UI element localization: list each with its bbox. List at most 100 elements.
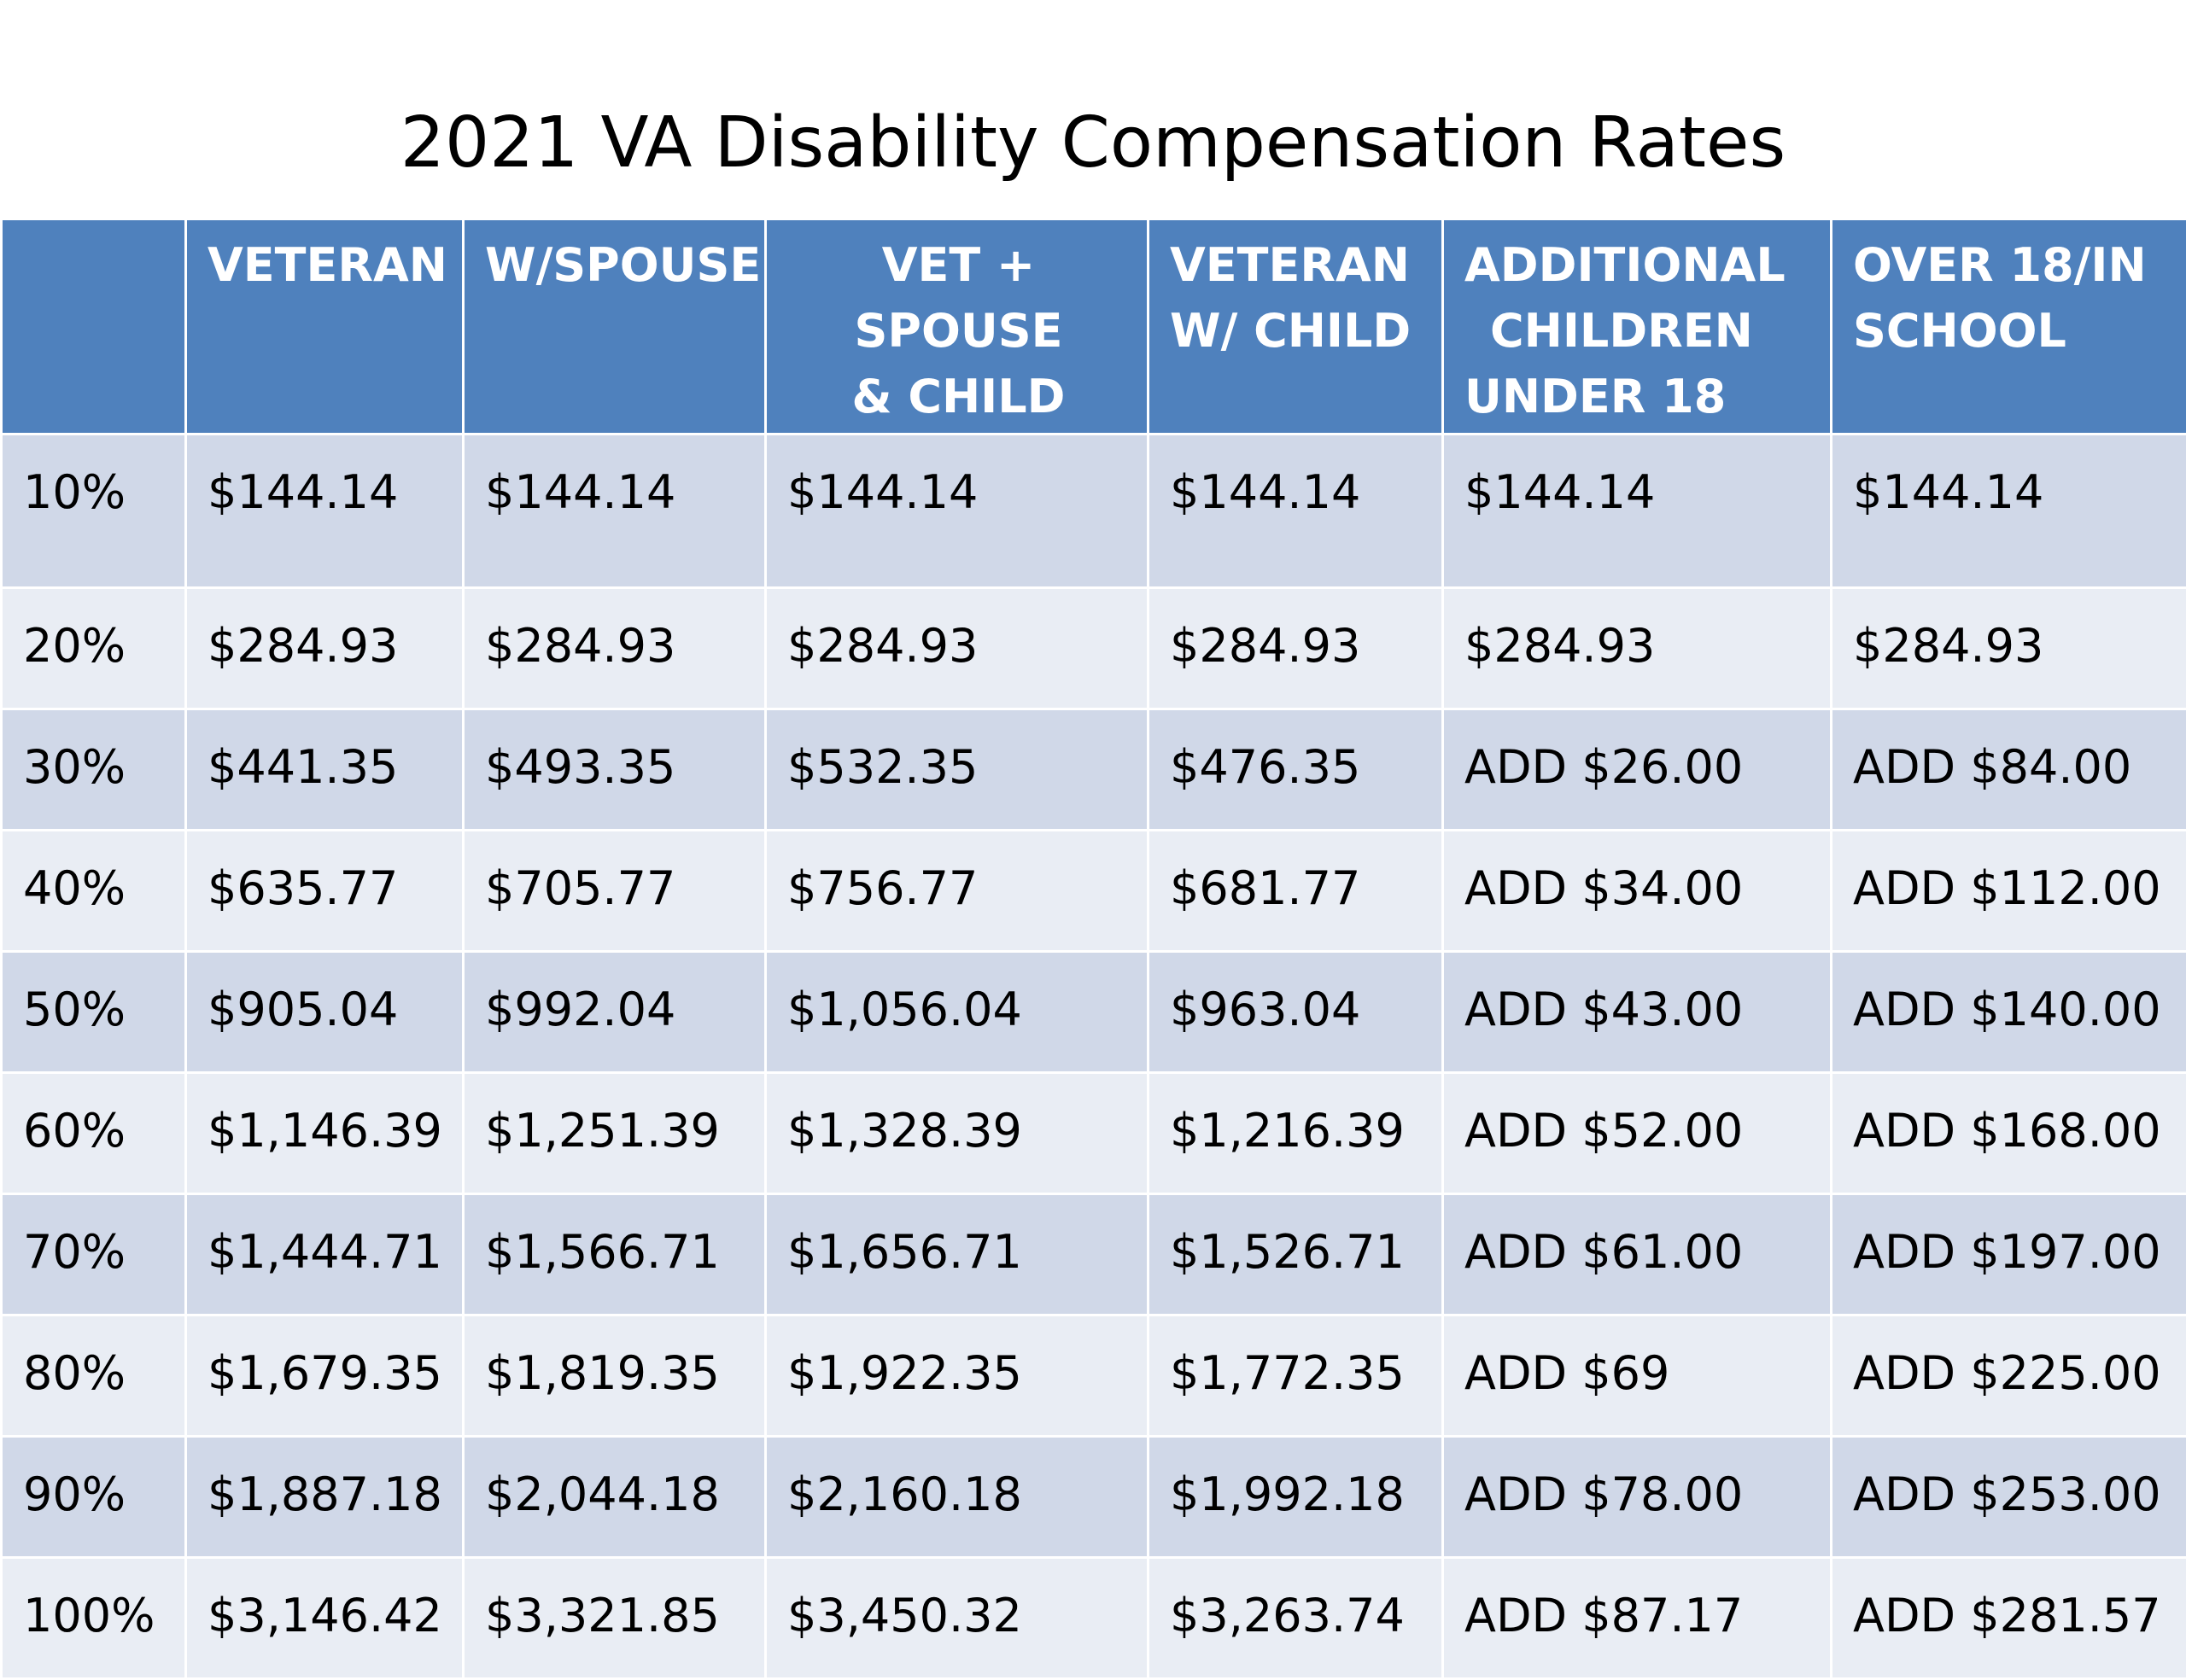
- over-18-in-school-cell: ADD $253.00: [1832, 1437, 2186, 1558]
- veteran-cell: $1,679.35: [186, 1315, 464, 1437]
- additional-children-cell: $284.93: [1443, 588, 1832, 709]
- rating-cell: 40%: [2, 831, 186, 952]
- veteran-cell: $284.93: [186, 588, 464, 709]
- vet-spouse-child-cell: $284.93: [766, 588, 1149, 709]
- header-over-18-in-school: OVER 18/IN SCHOOL: [1832, 219, 2186, 435]
- additional-children-cell: ADD $87.17: [1443, 1558, 1832, 1679]
- header-veteran-with-child: VETERAN W/ CHILD: [1149, 219, 1443, 435]
- header-label-line: W/ CHILD: [1170, 298, 1441, 364]
- veteran-with-child-cell: $1,526.71: [1149, 1194, 1443, 1315]
- rating-cell: 80%: [2, 1315, 186, 1437]
- veteran-with-child-cell: $963.04: [1149, 952, 1443, 1073]
- vet-spouse-child-cell: $532.35: [766, 709, 1149, 831]
- veteran-cell: $1,887.18: [186, 1437, 464, 1558]
- rating-cell: 90%: [2, 1437, 186, 1558]
- additional-children-cell: ADD $34.00: [1443, 831, 1832, 952]
- rating-cell: 50%: [2, 952, 186, 1073]
- additional-children-cell: ADD $69: [1443, 1315, 1832, 1437]
- with-spouse-cell: $493.35: [464, 709, 766, 831]
- with-spouse-cell: $3,321.85: [464, 1558, 766, 1679]
- table-row: 20%$284.93$284.93$284.93$284.93$284.93$2…: [2, 588, 2186, 709]
- table-row: 10%$144.14$144.14$144.14$144.14$144.14$1…: [2, 435, 2186, 588]
- vet-spouse-child-cell: $1,922.35: [766, 1315, 1149, 1437]
- over-18-in-school-cell: ADD $281.57: [1832, 1558, 2186, 1679]
- vet-spouse-child-cell: $1,656.71: [766, 1194, 1149, 1315]
- header-label-line: CHILDREN: [1464, 298, 1830, 364]
- over-18-in-school-cell: ADD $112.00: [1832, 831, 2186, 952]
- veteran-with-child-cell: $1,772.35: [1149, 1315, 1443, 1437]
- with-spouse-cell: $705.77: [464, 831, 766, 952]
- rating-cell: 10%: [2, 435, 186, 588]
- veteran-cell: $1,444.71: [186, 1194, 464, 1315]
- rating-cell: 20%: [2, 588, 186, 709]
- vet-spouse-child-cell: $1,056.04: [766, 952, 1149, 1073]
- veteran-cell: $1,146.39: [186, 1073, 464, 1194]
- additional-children-cell: ADD $61.00: [1443, 1194, 1832, 1315]
- header-veteran: VETERAN: [186, 219, 464, 435]
- vet-spouse-child-cell: $756.77: [766, 831, 1149, 952]
- with-spouse-cell: $284.93: [464, 588, 766, 709]
- veteran-cell: $144.14: [186, 435, 464, 588]
- vet-spouse-child-cell: $144.14: [766, 435, 1149, 588]
- over-18-in-school-cell: $144.14: [1832, 435, 2186, 588]
- veteran-cell: $905.04: [186, 952, 464, 1073]
- with-spouse-cell: $1,819.35: [464, 1315, 766, 1437]
- header-label-line: ADDITIONAL: [1464, 232, 1830, 298]
- with-spouse-cell: $2,044.18: [464, 1437, 766, 1558]
- vet-spouse-child-cell: $3,450.32: [766, 1558, 1149, 1679]
- with-spouse-cell: $1,566.71: [464, 1194, 766, 1315]
- rating-cell: 30%: [2, 709, 186, 831]
- header-label-line: SCHOOL: [1853, 298, 2186, 364]
- veteran-with-child-cell: $476.35: [1149, 709, 1443, 831]
- vet-spouse-child-cell: $1,328.39: [766, 1073, 1149, 1194]
- header-label-line: VET + SPOUSE: [787, 232, 1147, 364]
- veteran-with-child-cell: $284.93: [1149, 588, 1443, 709]
- additional-children-cell: $144.14: [1443, 435, 1832, 588]
- additional-children-cell: ADD $52.00: [1443, 1073, 1832, 1194]
- header-label-line: VETERAN: [1170, 232, 1441, 298]
- over-18-in-school-cell: $284.93: [1832, 588, 2186, 709]
- table-header: VETERAN W/SPOUSE VET + SPOUSE & CHILD VE…: [2, 219, 2186, 435]
- veteran-cell: $441.35: [186, 709, 464, 831]
- table-row: 100%$3,146.42$3,321.85$3,450.32$3,263.74…: [2, 1558, 2186, 1679]
- over-18-in-school-cell: ADD $168.00: [1832, 1073, 2186, 1194]
- veteran-with-child-cell: $144.14: [1149, 435, 1443, 588]
- additional-children-cell: ADD $26.00: [1443, 709, 1832, 831]
- header-label-line: UNDER 18: [1464, 364, 1830, 429]
- with-spouse-cell: $992.04: [464, 952, 766, 1073]
- additional-children-cell: ADD $78.00: [1443, 1437, 1832, 1558]
- header-label-line: VETERAN: [207, 232, 462, 298]
- rating-cell: 70%: [2, 1194, 186, 1315]
- veteran-cell: $635.77: [186, 831, 464, 952]
- veteran-cell: $3,146.42: [186, 1558, 464, 1679]
- page-title: 2021 VA Disability Compensation Rates: [0, 92, 2186, 195]
- veteran-with-child-cell: $1,216.39: [1149, 1073, 1443, 1194]
- over-18-in-school-cell: ADD $140.00: [1832, 952, 2186, 1073]
- veteran-with-child-cell: $3,263.74: [1149, 1558, 1443, 1679]
- veteran-with-child-cell: $1,992.18: [1149, 1437, 1443, 1558]
- vet-spouse-child-cell: $2,160.18: [766, 1437, 1149, 1558]
- over-18-in-school-cell: ADD $84.00: [1832, 709, 2186, 831]
- header-rating: [2, 219, 186, 435]
- over-18-in-school-cell: ADD $225.00: [1832, 1315, 2186, 1437]
- with-spouse-cell: $144.14: [464, 435, 766, 588]
- rating-cell: 60%: [2, 1073, 186, 1194]
- rating-cell: 100%: [2, 1558, 186, 1679]
- veteran-with-child-cell: $681.77: [1149, 831, 1443, 952]
- header-label-line: W/SPOUSE: [485, 232, 764, 298]
- over-18-in-school-cell: ADD $197.00: [1832, 1194, 2186, 1315]
- additional-children-cell: ADD $43.00: [1443, 952, 1832, 1073]
- rates-table: VETERAN W/SPOUSE VET + SPOUSE & CHILD VE…: [0, 218, 2186, 1680]
- with-spouse-cell: $1,251.39: [464, 1073, 766, 1194]
- table-body: 10%$144.14$144.14$144.14$144.14$144.14$1…: [2, 435, 2186, 1679]
- header-label-line: & CHILD: [787, 364, 1147, 429]
- header-additional-children: ADDITIONAL CHILDREN UNDER 18: [1443, 219, 1832, 435]
- header-label-line: OVER 18/IN: [1853, 232, 2186, 298]
